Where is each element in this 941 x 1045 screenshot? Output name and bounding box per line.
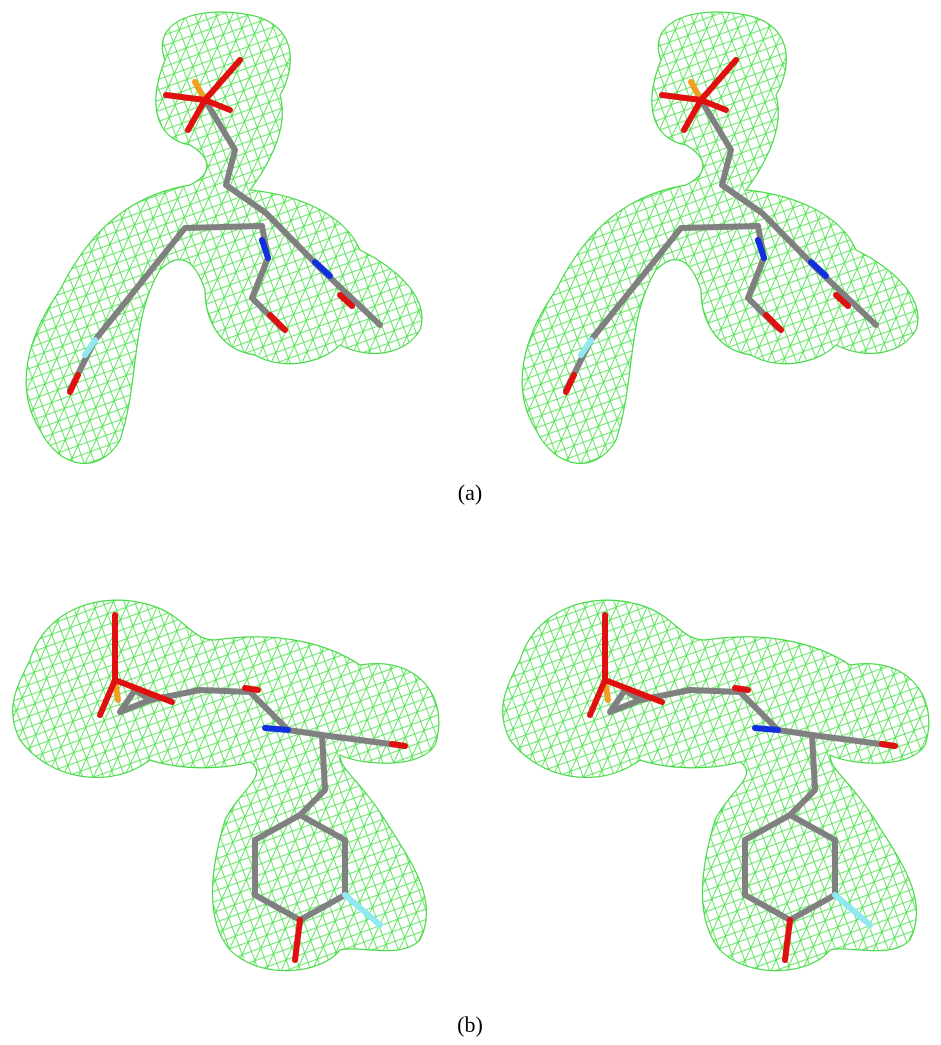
panel-b-images bbox=[13, 600, 929, 971]
page: (a) (b) (() => { const data = JSON.parse… bbox=[0, 0, 941, 1045]
stereo-right bbox=[522, 12, 918, 463]
stereo-right bbox=[503, 600, 929, 971]
stereo-left bbox=[26, 12, 422, 463]
panel-label: (a) bbox=[458, 480, 482, 505]
stereo-left bbox=[13, 600, 439, 971]
panel-label: (b) bbox=[457, 1012, 483, 1037]
figure: (a) (b) bbox=[0, 0, 941, 1045]
panel-a-images bbox=[26, 12, 918, 463]
